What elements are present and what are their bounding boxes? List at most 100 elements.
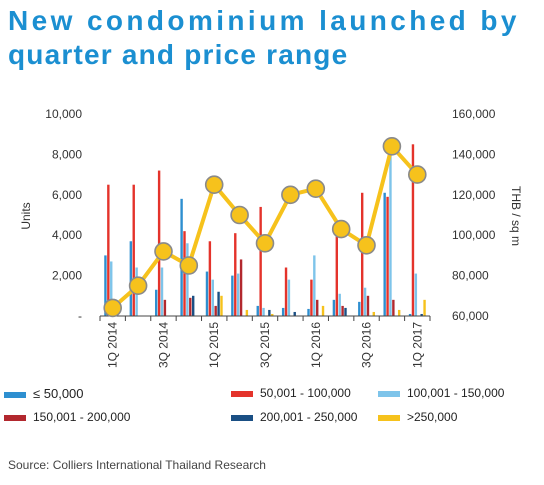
left-tick-label: 6,000: [52, 188, 82, 202]
bar-series-1: [383, 192, 386, 316]
legend-swatch: [4, 391, 26, 398]
price-point: [382, 137, 402, 156]
bar-series-5: [268, 309, 271, 316]
bar-series-2: [411, 144, 415, 316]
bar-series-6: [220, 295, 223, 316]
right-axis-title: THB / sq m: [509, 186, 523, 246]
left-tick-label: -: [78, 309, 82, 323]
right-tick-label: 100,000: [452, 228, 496, 242]
legend-label: 100,001 - 150,000: [407, 386, 505, 400]
x-tick-label: 3Q 2016: [360, 322, 374, 368]
legend-swatch: [231, 414, 253, 421]
bar-series-4: [316, 299, 319, 316]
x-tick-label: 3Q 2015: [258, 322, 272, 368]
legend-label: 50,001 - 100,000: [260, 386, 351, 400]
bar-series-3: [363, 287, 367, 316]
bar-series-4: [239, 259, 243, 316]
legend-item-1: ≤ 50,000: [4, 386, 84, 401]
right-tick-label: 120,000: [452, 188, 496, 202]
price-point: [179, 256, 199, 275]
left-axis-title: Units: [19, 202, 33, 229]
bar-series-2: [259, 206, 262, 316]
bar-series-6: [372, 311, 375, 316]
bar-series-3: [389, 140, 392, 316]
bar-series-2: [386, 196, 389, 316]
bar-series-6: [397, 309, 401, 316]
bar-series-3: [287, 279, 291, 316]
bar-series-6: [423, 299, 426, 316]
bar-series-3: [110, 261, 113, 316]
bar-series-5: [344, 307, 347, 316]
source-note: Source: Colliers International Thailand …: [8, 458, 266, 472]
bar-series-2: [335, 229, 338, 316]
bar-series-1: [332, 299, 336, 316]
bar-series-3: [160, 267, 164, 316]
x-tick-label: 1Q 2016: [309, 322, 323, 368]
bar-series-6: [245, 309, 249, 316]
right-tick-label: 160,000: [452, 107, 496, 121]
bar-series-3: [414, 273, 418, 316]
legend-item-6: >250,000: [378, 410, 457, 424]
bar-series-3: [186, 243, 189, 316]
bar-series-5: [420, 313, 423, 316]
chart-title: New condominium launched by quarter and …: [8, 4, 520, 72]
left-tick-label: 10,000: [45, 107, 82, 121]
bar-series-3: [313, 255, 316, 316]
bar-series-2: [132, 184, 135, 316]
bar-series-2: [107, 184, 110, 316]
right-tick-label: 60,000: [452, 309, 489, 323]
bar-series-4: [392, 299, 395, 316]
right-tick-label: 80,000: [452, 269, 489, 283]
bar-series-3: [236, 273, 240, 316]
left-tick-label: 4,000: [52, 228, 82, 242]
price-point: [154, 242, 173, 261]
bar-series-2: [234, 233, 237, 316]
bar-series-6: [321, 305, 325, 316]
bar-series-4: [189, 297, 192, 316]
legend-swatch: [378, 390, 400, 397]
bar-series-2: [360, 192, 364, 316]
bar-series-1: [155, 289, 158, 316]
bar-series-1: [408, 313, 412, 316]
left-tick-label: 2,000: [52, 269, 82, 283]
legend-label: >250,000: [407, 410, 458, 424]
bar-series-4: [366, 295, 370, 316]
price-point: [407, 165, 427, 184]
legend-swatch: [378, 414, 400, 421]
price-point: [281, 185, 300, 205]
chart-title-line-2: quarter and price range: [8, 39, 349, 70]
bar-series-4: [341, 305, 344, 316]
price-point: [204, 175, 224, 194]
bar-series-6: [271, 313, 274, 316]
bar-series-1: [256, 305, 259, 316]
bar-series-1: [231, 275, 234, 316]
bar-series-2: [208, 241, 212, 316]
bar-series-1: [281, 307, 285, 316]
bar-series-3: [211, 279, 214, 316]
chart-title-line-1: New condominium launched by: [8, 5, 520, 36]
price-point: [255, 234, 275, 253]
legend-label: 150,001 - 200,000: [33, 410, 131, 424]
bar-series-1: [307, 308, 310, 316]
bar-series-2: [310, 279, 313, 316]
legend-swatch: [4, 414, 26, 421]
bar-series-3: [262, 307, 265, 316]
price-point: [357, 236, 376, 255]
bar-series-5: [217, 291, 220, 316]
legend-item-4: 150,001 - 200,000: [4, 410, 130, 424]
bar-series-2: [284, 267, 288, 316]
price-point: [103, 298, 122, 318]
bar-series-1: [129, 241, 133, 316]
condominium-chart: - 2,000 4,000 6,000 8,000 10,000 60,000 80,000 1…: [19, 107, 523, 368]
right-tick-label: 140,000: [452, 147, 496, 161]
legend-label: ≤ 50,000: [33, 386, 84, 401]
bar-series-4: [214, 305, 217, 316]
price-point: [230, 205, 249, 225]
bar-series-4: [163, 299, 167, 316]
x-tick-label: 3Q 2014: [157, 322, 171, 368]
legend-label: 200,001 - 250,000: [260, 410, 358, 424]
x-tick-label: 1Q 2014: [106, 322, 120, 368]
price-point: [306, 179, 326, 198]
bar-series-1: [205, 271, 209, 316]
price-point: [331, 219, 351, 239]
